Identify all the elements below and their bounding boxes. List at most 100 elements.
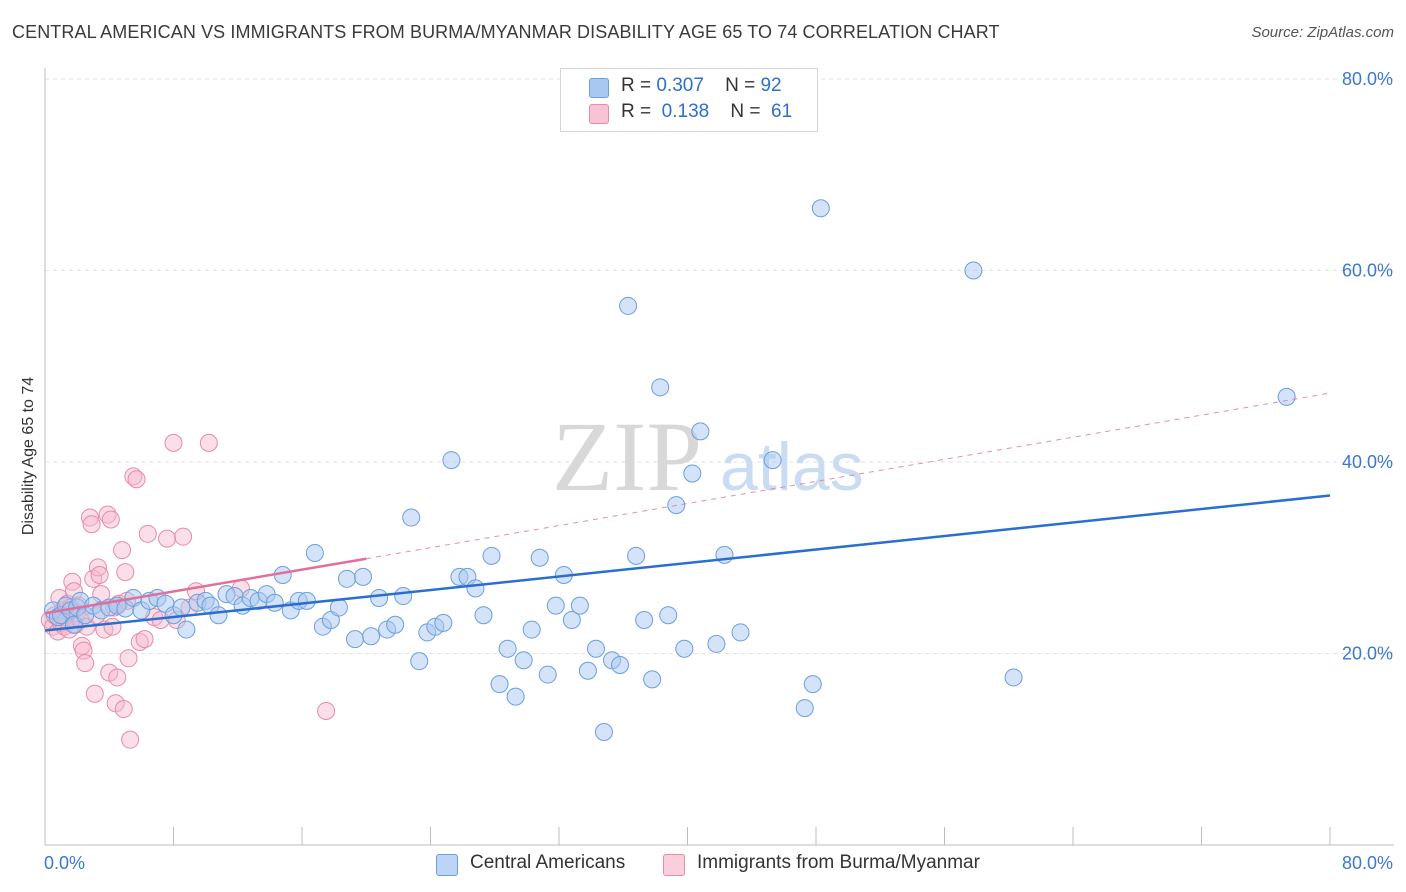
data-point-central-american <box>659 606 678 625</box>
data-point-burma <box>121 730 140 749</box>
data-point-burma <box>89 558 108 577</box>
data-point-central-american <box>811 199 830 218</box>
legend-r-value: 0.307 <box>656 75 704 96</box>
data-point-central-american <box>635 610 654 629</box>
data-point-burma <box>80 508 99 527</box>
bottom-legend-label: Immigrants from Burma/Myanmar <box>697 852 980 873</box>
data-point-burma <box>98 505 117 524</box>
data-point-burma <box>164 433 183 452</box>
data-point-central-american <box>297 591 316 610</box>
x-tick-label: 80.0% <box>1342 853 1393 873</box>
data-point-central-american <box>538 665 557 684</box>
y-tick-label: 20.0% <box>1342 644 1393 664</box>
data-point-burma <box>138 524 157 543</box>
data-point-burma <box>199 433 218 452</box>
data-point-central-american <box>442 451 461 470</box>
data-point-central-american <box>578 661 597 680</box>
data-point-central-american <box>490 675 509 694</box>
trend-line-central-american <box>44 494 1331 632</box>
series-burma-points <box>40 433 336 749</box>
data-point-central-american <box>434 613 453 632</box>
data-point-central-american <box>305 543 324 562</box>
legend-swatch-blue <box>589 78 609 98</box>
data-point-burma <box>82 515 101 534</box>
data-point-central-american <box>707 634 726 653</box>
data-point-central-american <box>498 639 517 658</box>
grid-lines <box>45 78 1394 654</box>
data-point-central-american <box>514 651 533 670</box>
data-point-central-american <box>803 675 822 694</box>
data-point-burma <box>85 684 104 703</box>
data-point-burma <box>101 510 120 529</box>
data-point-central-american <box>265 593 284 612</box>
x-tick-label: 0.0% <box>44 853 85 873</box>
data-point-central-american <box>619 296 638 315</box>
tick-labels: 20.0% 40.0% 60.0% 80.0% 0.0% 80.0% <box>44 69 1393 873</box>
data-point-burma <box>108 668 127 687</box>
legend-swatch-pink <box>589 104 609 124</box>
data-point-central-american <box>172 598 191 617</box>
watermark-atlas: atlas <box>720 429 864 505</box>
data-point-central-american <box>627 546 646 565</box>
y-tick-label: 40.0% <box>1342 452 1393 472</box>
correlation-legend: R = 0.307 N = 92 R = 0.138 N = 61 <box>560 68 818 132</box>
data-point-central-american <box>337 569 356 588</box>
data-point-burma <box>114 700 133 719</box>
data-point-burma <box>317 701 336 720</box>
data-point-central-american <box>795 699 814 718</box>
data-point-central-american <box>530 548 549 567</box>
data-point-central-american <box>370 588 389 607</box>
data-point-burma <box>76 654 95 673</box>
data-point-central-american <box>1004 668 1023 687</box>
data-point-burma <box>124 467 143 486</box>
legend-r-label: R = <box>621 75 652 96</box>
data-point-central-american <box>394 587 413 606</box>
bottom-legend-swatch-blue <box>436 854 458 876</box>
data-point-burma <box>135 630 154 649</box>
data-point-central-american <box>683 464 702 483</box>
legend-r-label: R = <box>621 101 652 122</box>
legend-n-value: 92 <box>760 75 782 96</box>
y-tick-label: 80.0% <box>1342 69 1393 89</box>
bottom-legend-swatch-pink <box>663 854 685 876</box>
data-point-burma <box>113 541 132 560</box>
data-point-central-american <box>675 639 694 658</box>
data-point-central-american <box>763 451 782 470</box>
data-point-burma <box>174 527 193 546</box>
data-point-central-american <box>466 579 485 598</box>
legend-r-value: 0.138 <box>661 101 710 122</box>
data-point-central-american <box>522 620 541 639</box>
data-point-burma <box>63 572 82 591</box>
legend-n-label: N = <box>725 75 756 96</box>
data-point-central-american <box>651 378 670 397</box>
source-label: Source: ZipAtlas.com <box>1251 24 1394 41</box>
data-point-central-american <box>964 261 983 280</box>
data-point-central-american <box>506 687 525 706</box>
y-tick-label: 60.0% <box>1342 261 1393 281</box>
y-axis-label: Disability Age 65 to 74 <box>20 377 37 535</box>
chart-title: CENTRAL AMERICAN VS IMMIGRANTS FROM BURM… <box>12 22 1000 42</box>
data-point-burma <box>127 470 146 489</box>
data-point-burma <box>103 617 122 636</box>
data-point-central-american <box>594 723 613 742</box>
data-point-central-american <box>643 670 662 689</box>
data-point-burma <box>158 529 177 548</box>
data-point-central-american <box>546 596 565 615</box>
data-point-central-american <box>562 610 581 629</box>
axes <box>44 68 1394 846</box>
data-point-central-american <box>177 620 196 639</box>
data-point-central-american <box>410 652 429 671</box>
legend-n-value: 61 <box>771 101 793 122</box>
trend-lines <box>44 392 1331 632</box>
data-point-burma <box>119 649 138 668</box>
data-point-central-american <box>1277 387 1296 406</box>
data-point-central-american <box>354 567 373 586</box>
data-point-central-american <box>362 627 381 646</box>
data-point-central-american <box>329 598 348 617</box>
data-point-central-american <box>402 508 421 527</box>
data-point-central-american <box>474 606 493 625</box>
data-point-central-american <box>570 596 589 615</box>
bottom-legend-label: Central Americans <box>470 852 626 873</box>
data-point-central-american <box>691 422 710 441</box>
